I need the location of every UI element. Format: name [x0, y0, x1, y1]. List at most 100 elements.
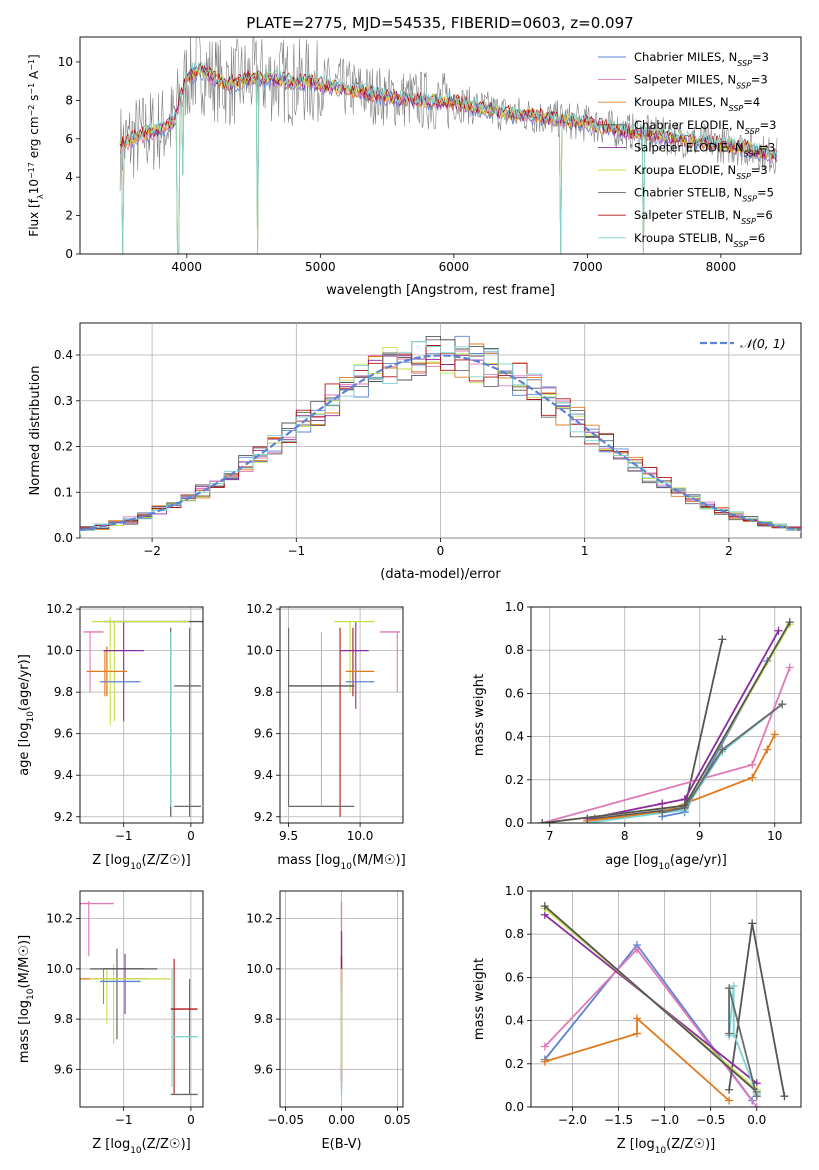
plot-area: [80, 335, 801, 535]
legend-entry-part: SSP: [745, 126, 760, 135]
x-axis-label-part: mass [log: [277, 853, 340, 868]
x-axis-label-part: (M/M☉)]: [352, 853, 406, 868]
y-tick-label: 0.8: [505, 643, 524, 657]
weight-series-salpeter_miles: [542, 667, 791, 823]
legend-entry-part: Chabrier STELIB, N: [634, 186, 742, 200]
y-tick-label: 9.4: [254, 768, 273, 782]
plot-area: [288, 620, 401, 817]
weight-marker: [540, 1057, 549, 1066]
y-tick-label: 0.2: [54, 440, 73, 454]
weight-series-kroupa_elodie: [542, 623, 791, 823]
weight-series-kroupa_miles: [544, 1016, 730, 1102]
y-tick-label: 1.0: [505, 884, 524, 898]
y-axis-label-part: λ: [36, 194, 45, 199]
y-axis-label: mass weight: [472, 674, 487, 756]
y-tick-label: 9.6: [254, 727, 273, 741]
x-tick-label: 9: [696, 829, 704, 843]
y-axis-label-part: age [log: [17, 723, 32, 776]
y-tick-label: 10.0: [246, 644, 273, 658]
x-tick-label: 0: [187, 1113, 195, 1127]
y-tick-label: 4: [65, 170, 73, 184]
axes-frame: [530, 890, 802, 1108]
y-axis-label-part: −2: [27, 105, 36, 117]
legend-entry-part: SSP: [736, 172, 751, 181]
y-axis-label-part: A: [27, 70, 41, 83]
plot-area: [540, 902, 789, 1107]
histogram-chabrier_stelib: [80, 339, 801, 533]
legend-entry: Chabrier ELODIE, NSSP=3: [634, 118, 776, 136]
y-tick-label: 0.0: [505, 1100, 524, 1114]
y-tick-label: 9.4: [54, 768, 73, 782]
x-tick-label: −0.5: [696, 1113, 725, 1127]
x-tick-label: 0: [187, 829, 195, 843]
y-tick-label: 9.6: [54, 727, 73, 741]
y-axis-label: mass weight: [472, 958, 487, 1040]
x-axis-label-part: Z [log: [92, 853, 130, 868]
weight-marker: [718, 745, 727, 754]
y-axis-label-part: Flux [f: [27, 198, 41, 236]
model-spectrum-kroupa_stelib: [119, 60, 778, 254]
x-tick-label: 8000: [706, 260, 737, 274]
legend-entry: Salpeter MILES, NSSP=3: [634, 73, 768, 91]
x-axis-label: Z [log10(Z/Z☉)]: [92, 1137, 190, 1156]
age-vs-metallicity-panel: −1 09.29.49.69.810.010.2Z [log10(Z/Z☉)]ag…: [17, 602, 204, 872]
x-tick-label: 5000: [305, 260, 336, 274]
x-axis-label: Z [log10(Z/Z☉)]: [92, 853, 190, 872]
y-tick-label: 10.2: [246, 602, 273, 616]
weight-series-salpeter_miles: [544, 947, 758, 1107]
x-axis-label: (data-model)/error: [380, 567, 501, 582]
y-axis-label: mass [log10(M/M☉)]: [17, 935, 36, 1063]
weight-marker: [725, 1085, 734, 1094]
y-axis-label-part: −17: [27, 162, 36, 179]
weight-marker: [725, 1096, 734, 1105]
legend-entry-part: =3: [751, 163, 768, 177]
x-axis-label-part: 10: [130, 1146, 142, 1156]
y-tick-label: 2: [65, 209, 73, 223]
y-tick-label: 6: [65, 132, 73, 146]
axes-frame: [79, 36, 802, 255]
weight-marker: [748, 919, 757, 928]
y-tick-label: 9.8: [254, 1012, 273, 1026]
legend-entry-part: Salpeter MILES, N: [634, 73, 736, 87]
x-tick-label: 10: [767, 829, 782, 843]
normal-curve: [80, 354, 801, 532]
weight-marker: [540, 902, 549, 911]
x-axis-label-part: (Z/Z☉)]: [142, 853, 191, 868]
x-axis-label-part: 10: [341, 862, 353, 872]
y-tick-label: 9.8: [254, 685, 273, 699]
model-spectrum-salpeter_stelib: [119, 63, 778, 159]
x-tick-label: −1.0: [650, 1113, 679, 1127]
y-axis-label: Normed distribution: [28, 366, 43, 496]
x-tick-label: 7000: [572, 260, 603, 274]
x-axis-label-part: 10: [658, 862, 670, 872]
x-tick-label: −0.05: [267, 1113, 304, 1127]
x-tick-label: 0.05: [384, 1113, 411, 1127]
y-tick-label: 9.8: [54, 1012, 73, 1026]
legend-entry-part: Salpeter STELIB, N: [634, 208, 741, 222]
y-tick-label: 9.6: [54, 1062, 73, 1076]
x-tick-label: −1: [115, 829, 133, 843]
x-axis-label-part: (Z/Z☉)]: [142, 1137, 191, 1152]
weight-marker: [752, 1103, 761, 1107]
y-tick-label: 0.4: [54, 348, 73, 362]
weight-series-chabrier_elodie: [594, 639, 724, 820]
axes-frame: [279, 606, 404, 824]
x-axis-label: mass [log10(M/M☉)]: [277, 853, 405, 872]
weight-series-chabrier_miles: [662, 660, 769, 818]
legend-entry-part: Salpeter ELODIE, N: [634, 140, 744, 154]
plot-area: [80, 901, 198, 1096]
mass-vs-extinction-panel: −0.05 0.00 0.05 9.6 9.8 10.0 10.2 E(B-V): [246, 890, 411, 1152]
y-tick-label: 0.0: [505, 816, 524, 830]
weight-marker: [748, 760, 757, 769]
legend-entry-part: =4: [743, 95, 760, 109]
legend-entry-part: SSP: [729, 104, 744, 113]
y-tick-label: 9.8: [54, 685, 73, 699]
weight-series-salpeter_elodie: [587, 630, 780, 820]
y-axis-label-part: mass [log: [17, 1000, 32, 1063]
x-tick-label: 6000: [439, 260, 470, 274]
y-tick-label: 0.3: [54, 394, 73, 408]
y-tick-label: 0.4: [505, 730, 524, 744]
legend-entry-part: Kroupa STELIB, N: [634, 231, 734, 245]
y-tick-label: 10.2: [46, 912, 73, 926]
